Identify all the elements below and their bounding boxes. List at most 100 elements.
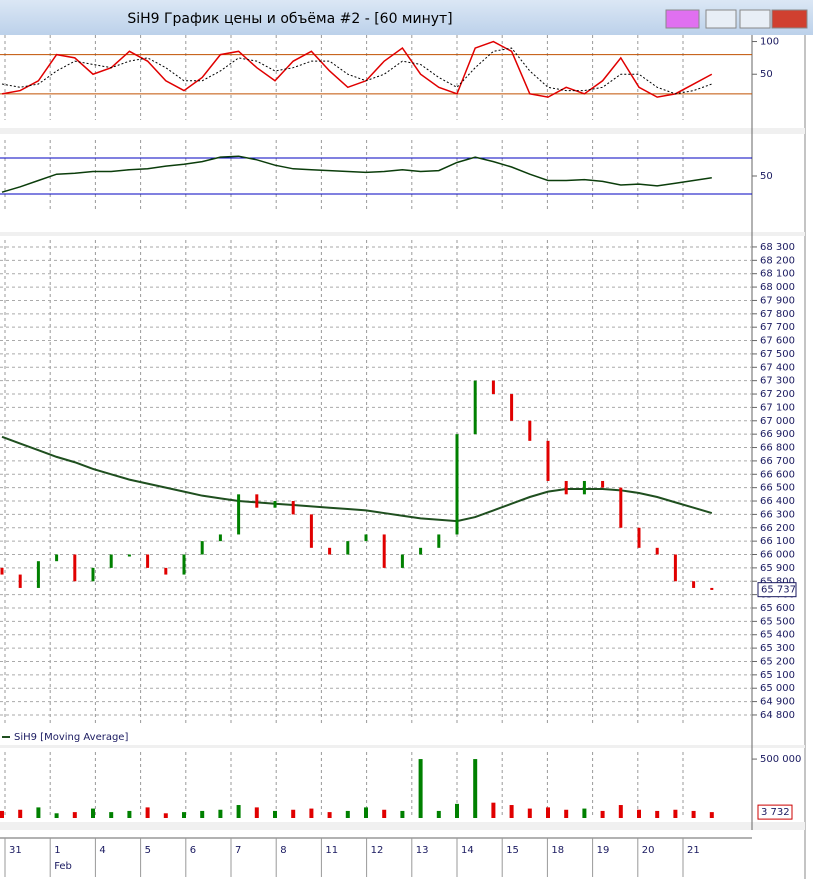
volume-bar [127,810,132,818]
price-bar [255,494,259,508]
price-bar [346,541,350,555]
indicator-line [1,47,712,95]
volume-bar [72,812,77,818]
price-bar [655,547,659,555]
volume-bar [273,810,277,818]
time-label: 7 [235,845,241,856]
y-tick-label: 67 800 [760,309,795,320]
close-button[interactable] [771,9,808,29]
volume-bar [327,812,332,818]
price-bar [437,534,441,548]
y-tick-label: 66 600 [760,469,795,480]
volume-bar [473,759,478,818]
price-bar [510,394,514,421]
minimize-button[interactable] [705,9,737,29]
y-tick-label: 66 200 [760,523,795,534]
volume-bar [91,808,95,818]
volume-bar [564,809,569,818]
volume-bar [673,809,678,818]
price-bar [328,547,332,555]
time-label: 12 [371,845,384,856]
price-bar [400,554,404,568]
y-tick-label: 66 900 [760,429,795,440]
time-label: 6 [190,845,196,856]
volume-bar [382,809,387,818]
volume-bar [509,805,514,818]
volume-bar [200,810,205,818]
volume-bar [163,813,168,818]
panel-divider [0,232,805,236]
price-bar [637,527,641,548]
price-bar [36,561,40,588]
y-tick-label: 68 200 [760,255,795,266]
price-bar [0,567,4,575]
time-label: 4 [99,845,105,856]
y-tick-label: 66 000 [760,550,795,561]
y-tick-label: 67 200 [760,389,795,400]
volume-bar [364,807,368,818]
panel-divider [0,822,805,830]
price-bar [309,514,313,548]
y-tick-label: 67 500 [760,349,795,360]
price-bar [55,554,59,562]
price-bar [546,440,550,481]
time-label: 31 [9,845,22,856]
volume-bar [109,812,114,818]
volume-bar [400,810,405,818]
y-tick-label: 67 000 [760,416,795,427]
volume-bar [54,813,59,818]
volume-bar [527,808,532,818]
y-tick-label: 65 500 [760,616,795,627]
y-tick-label: 65 200 [760,656,795,667]
y-tick-label: 67 400 [760,362,795,373]
volume-bar [254,807,259,818]
y-tick-label: 65 100 [760,670,795,681]
link-button[interactable] [665,9,700,29]
price-bar [601,480,605,488]
time-label: 19 [597,845,610,856]
y-tick-label: 50 [760,69,773,80]
volume-bar [655,810,660,818]
volume-bar [618,805,623,818]
y-tick-label: 100 [760,37,779,48]
moving-average [1,435,713,523]
volume-bar [36,807,41,818]
volume-bar [600,810,605,818]
price-bar [364,534,368,542]
y-tick-label: 65 300 [760,643,795,654]
volume-bar [546,807,550,818]
price-bar [473,380,477,435]
time-label: 13 [416,845,429,856]
price-bar [291,501,295,515]
price-bar [146,554,150,568]
volume-bar [637,809,641,818]
y-tick-label: 50 [760,171,773,182]
price-bar [692,581,696,588]
volume-bar [291,809,296,818]
y-tick-label: 500 000 [760,754,801,765]
price-bar [200,541,204,555]
time-label: 5 [145,845,151,856]
volume-bar [455,803,459,818]
price-bar [673,554,677,582]
volume-bar [182,812,186,818]
y-tick-label: 67 100 [760,402,795,413]
y-tick-label: 64 800 [760,710,795,721]
y-tick-label: 65 400 [760,630,795,641]
y-tick-label: 64 900 [760,697,795,708]
y-tick-label: 68 000 [760,282,795,293]
y-tick-label: 66 100 [760,536,795,547]
y-tick-label: 66 700 [760,456,795,467]
price-bar [419,547,423,555]
volume-bar [691,810,696,818]
volume-bar [436,810,441,818]
y-tick-label: 67 700 [760,322,795,333]
y-tick-label: 65 800 [760,576,795,587]
y-tick-label: 67 300 [760,376,795,387]
maximize-button[interactable] [739,9,771,29]
volume-bar [491,802,496,818]
price-bar [564,480,568,495]
last-price-box [757,582,797,598]
